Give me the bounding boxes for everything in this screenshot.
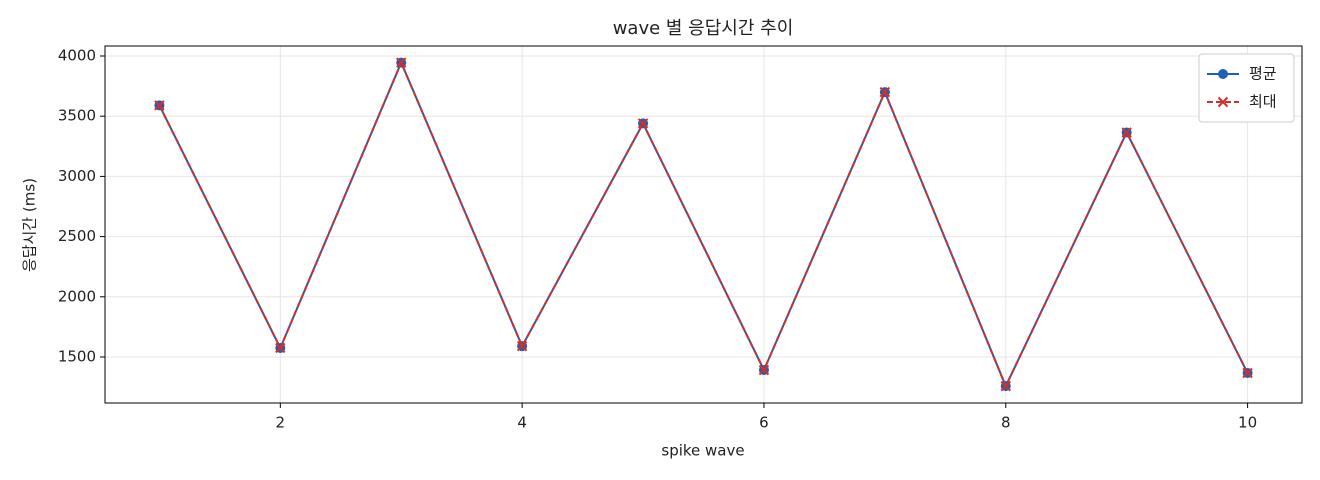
point: [396, 57, 407, 68]
y-tick-label: 3000: [58, 167, 96, 185]
point: [758, 364, 770, 376]
x-tick-label: 6: [759, 414, 769, 432]
point: [1000, 380, 1011, 392]
point: [516, 340, 528, 352]
point: [1242, 367, 1253, 379]
y-tick-label: 2500: [58, 227, 96, 245]
legend-label: 최대: [1249, 93, 1277, 111]
legend-box: [1198, 53, 1295, 123]
point: [637, 118, 649, 129]
y-tick-label: 3500: [58, 107, 96, 125]
x-tick-label: 10: [1238, 414, 1257, 432]
y-tick-label: 2000: [58, 287, 96, 305]
legend-marker: [1217, 96, 1229, 108]
y-tick-label: 1500: [58, 348, 96, 366]
y-axis-label: 응답시간 (ms): [21, 178, 39, 272]
x-tick-label: 4: [517, 414, 527, 432]
axes-frame: [104, 45, 1303, 404]
point: [879, 86, 891, 98]
series-line: [158, 60, 1249, 389]
legend-label: 평균: [1249, 65, 1277, 83]
x-axis-label: spike wave: [661, 442, 744, 460]
series-line: [158, 60, 1249, 389]
legend-marker: [1218, 69, 1228, 79]
point: [1121, 127, 1132, 138]
chart-title: wave 별 응답시간 추이: [613, 18, 794, 39]
point: [275, 342, 286, 354]
plot-area: [154, 57, 1253, 392]
x-tick-label: 2: [276, 414, 286, 432]
y-tick-label: 4000: [58, 46, 96, 64]
point: [154, 100, 165, 111]
x-tick-label: 8: [1001, 414, 1011, 432]
